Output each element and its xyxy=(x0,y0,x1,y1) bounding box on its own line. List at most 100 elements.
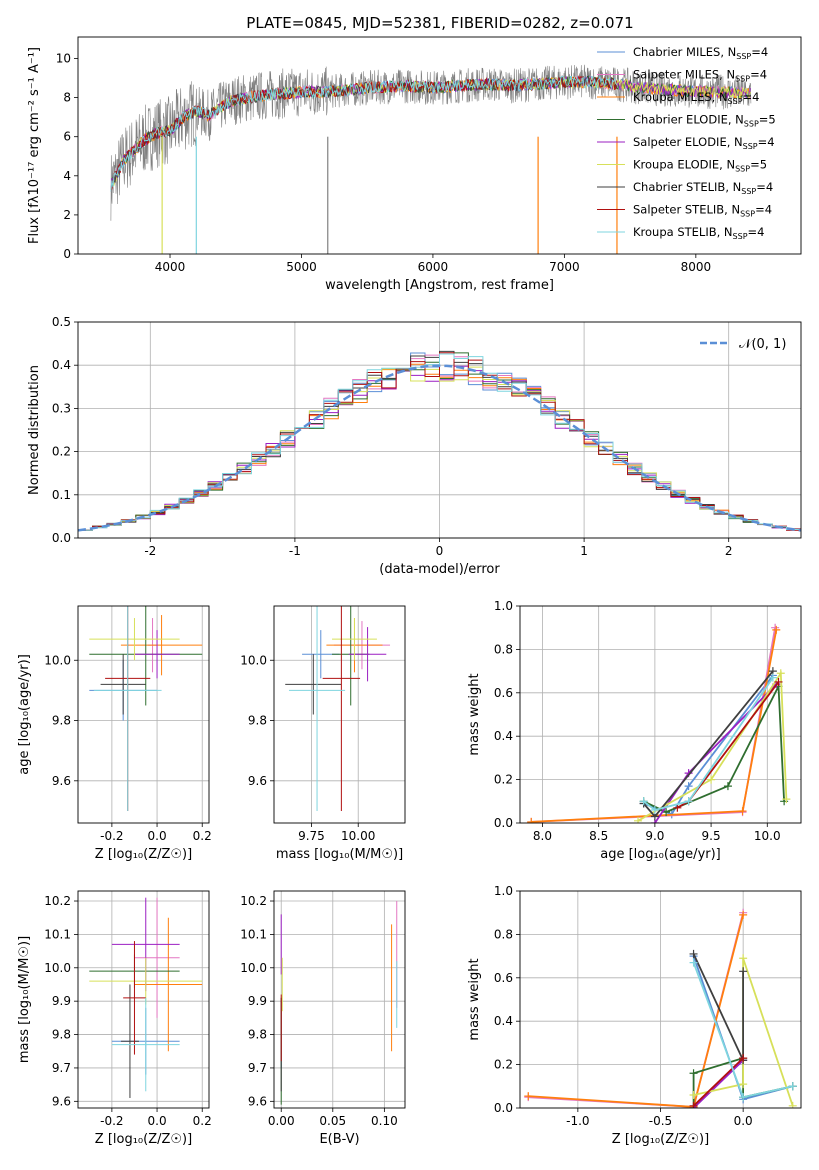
x-tick-label: 0.00 xyxy=(268,1114,295,1128)
x-axis-label: mass [log₁₀(M/M☉)] xyxy=(276,847,403,862)
y-tick-label: 10.0 xyxy=(240,653,267,667)
y-axis-label: Flux [fλ10⁻¹⁷ erg cm⁻² s⁻¹ A⁻¹] xyxy=(27,47,42,244)
model-spectrum-kroupa_elodie xyxy=(110,76,751,192)
series-chabrier_stelib xyxy=(692,953,744,1061)
x-tick-label: -1 xyxy=(289,544,301,558)
legend-entry: Chabrier STELIB, NSSP=4 xyxy=(633,180,773,196)
axes-frame xyxy=(519,890,802,1109)
x-tick-label: 0.2 xyxy=(193,829,212,843)
legend-entry: Salpeter STELIB, NSSP=4 xyxy=(633,203,772,219)
y-tick-label: 0.8 xyxy=(494,927,513,941)
legend-entry: 𝒩(0, 1) xyxy=(739,337,786,352)
series-salpeter_stelib xyxy=(692,1057,744,1107)
series-salpeter_miles xyxy=(531,627,776,823)
x-tick-label: 0 xyxy=(436,544,444,558)
marker-kroupa_stelib xyxy=(639,797,648,806)
x-tick-label: 2 xyxy=(725,544,733,558)
marker-chabrier_miles xyxy=(684,782,693,791)
plot-mass_vs_EBV: 0.00 0.05 0.10 9.6 9.7 9.8 9.9 10.0 10.1 10.2 E(B-… xyxy=(240,890,406,1147)
series-salpeter_elodie xyxy=(692,1059,744,1108)
marker-chabrier_elodie xyxy=(689,1069,698,1078)
y-axis-label: Normed distribution xyxy=(27,365,42,495)
marker-chabrier_stelib xyxy=(689,949,698,958)
y-tick-label: 9.8 xyxy=(248,1028,267,1042)
marker-kroupa_elodie xyxy=(739,1080,748,1089)
plot-area xyxy=(285,606,391,811)
y-tick-label: 0 xyxy=(63,247,71,261)
legend-entry: Salpeter ELODIE, NSSP=4 xyxy=(633,135,775,151)
marker-kroupa_elodie xyxy=(782,795,791,804)
plot-massweight_vs_age: 8.0 8.5 9.0 9.5 10.0 0.0 0.2 0.4 0.6 0.8 1.0 age [l… xyxy=(467,599,802,862)
x-tick-label: 8.5 xyxy=(589,829,608,843)
x-tick-label: 0.2 xyxy=(193,1114,212,1128)
y-tick-label: 4 xyxy=(63,169,71,183)
y-tick-label: 10.1 xyxy=(240,927,267,941)
y-tick-label: 8 xyxy=(63,91,71,105)
axes-frame xyxy=(77,321,802,539)
model-spectrum-kroupa_stelib xyxy=(110,75,618,192)
spectrum-legend: Chabrier MILES, NSSP=4 Salpeter MILES, NS… xyxy=(597,45,776,241)
marker-kroupa_miles xyxy=(527,817,536,823)
marker-kroupa_miles xyxy=(739,910,748,919)
y-tick-label: 9.8 xyxy=(52,714,71,728)
x-tick-label: 8000 xyxy=(681,260,712,274)
plot-area xyxy=(524,908,797,1108)
x-tick-label: -0.5 xyxy=(649,1114,672,1128)
legend-entry: Kroupa ELODIE, NSSP=5 xyxy=(633,158,767,174)
x-tick-label: 8.0 xyxy=(533,829,552,843)
marker-kroupa_elodie xyxy=(634,816,643,823)
y-tick-label: 0.4 xyxy=(494,1014,513,1028)
x-tick-label: 5000 xyxy=(286,260,317,274)
x-axis-label: Z [log₁₀(Z/Z☉)] xyxy=(95,847,192,862)
y-tick-label: 0.2 xyxy=(494,773,513,787)
axes-frame xyxy=(519,605,802,824)
histogram-kroupa_stelib xyxy=(78,353,801,531)
x-tick-label: 6000 xyxy=(418,260,449,274)
y-tick-label: 10.0 xyxy=(44,961,71,975)
marker-kroupa_elodie xyxy=(788,1101,797,1108)
x-tick-label: 9.5 xyxy=(702,829,721,843)
x-tick-label: 9.75 xyxy=(298,829,325,843)
plot-area xyxy=(78,350,801,532)
marker-kroupa_elodie xyxy=(776,669,785,678)
x-tick-label: 0.0 xyxy=(148,829,167,843)
x-axis-label: E(B-V) xyxy=(319,1132,359,1147)
axes-frame xyxy=(77,890,210,1109)
marker-kroupa_stelib xyxy=(739,1093,748,1102)
y-tick-label: 0.1 xyxy=(52,488,71,502)
marker-chabrier_stelib xyxy=(739,967,748,976)
y-tick-label: 2 xyxy=(63,208,71,222)
marker-kroupa_elodie xyxy=(689,1090,698,1099)
x-axis-label: Z [log₁₀(Z/Z☉)] xyxy=(612,1132,709,1147)
y-tick-label: 10.1 xyxy=(44,927,71,941)
x-axis-label: age [log₁₀(age/yr)] xyxy=(600,847,721,862)
x-tick-label: 9.0 xyxy=(645,829,664,843)
x-tick-label: 7000 xyxy=(549,260,580,274)
marker-salpeter_stelib xyxy=(689,1101,698,1108)
legend-entry: Salpeter MILES, NSSP=4 xyxy=(633,68,767,84)
y-tick-label: 9.7 xyxy=(52,1061,71,1075)
y-tick-label: 0.4 xyxy=(52,358,71,372)
x-tick-label: 0.0 xyxy=(148,1114,167,1128)
y-tick-label: 0.2 xyxy=(52,445,71,459)
legend-entry: Kroupa STELIB, NSSP=4 xyxy=(633,225,764,241)
x-tick-label: -0.2 xyxy=(100,829,123,843)
y-tick-label: 6 xyxy=(63,130,71,144)
y-tick-label: 10.0 xyxy=(240,961,267,975)
plot-spectrum: 4000 5000 6000 7000 8000 0 2 4 6 8 10 wavelength [A… xyxy=(27,36,802,293)
y-axis-label: age [log₁₀(age/yr)] xyxy=(17,654,32,775)
y-tick-label: 10.2 xyxy=(240,894,267,908)
marker-salpeter_miles xyxy=(771,623,780,632)
y-axis-label: mass weight xyxy=(467,673,482,755)
axes-frame xyxy=(273,890,406,1109)
y-tick-label: 1.0 xyxy=(494,599,513,613)
plot-area xyxy=(89,897,203,1098)
x-tick-label: -2 xyxy=(144,544,156,558)
y-tick-label: 0.2 xyxy=(494,1058,513,1072)
y-tick-label: 9.8 xyxy=(52,1028,71,1042)
marker-chabrier_elodie xyxy=(723,782,732,791)
marker-chabrier_elodie xyxy=(662,808,671,817)
y-tick-label: 0.5 xyxy=(52,315,71,329)
y-axis-label: mass [log₁₀(M/M☉)] xyxy=(17,936,32,1063)
